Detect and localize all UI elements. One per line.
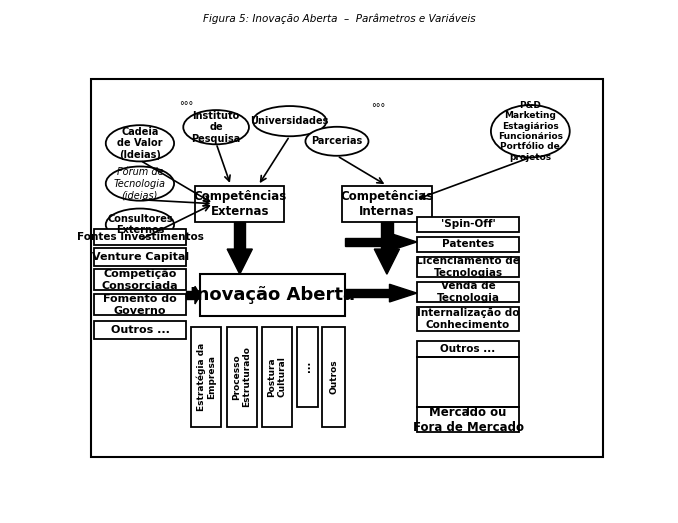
- Text: Outros: Outros: [329, 359, 338, 394]
- Text: °°°: °°°: [371, 103, 385, 113]
- Text: °°°: °°°: [179, 101, 193, 111]
- Text: P&D
Marketing
Estagiários
Funcionários
Portfólio de
projetos: P&D Marketing Estagiários Funcionários P…: [498, 101, 563, 162]
- Text: Fomento do
Governo: Fomento do Governo: [103, 294, 177, 315]
- FancyBboxPatch shape: [195, 186, 285, 222]
- Bar: [186, 291, 195, 299]
- Bar: [345, 289, 389, 297]
- Text: Inovação Aberta: Inovação Aberta: [190, 286, 355, 304]
- Text: Internalização do
Conhecimento: Internalização do Conhecimento: [417, 309, 519, 330]
- FancyBboxPatch shape: [226, 326, 256, 427]
- FancyBboxPatch shape: [94, 294, 186, 315]
- Text: Consultores
Externos: Consultores Externos: [107, 214, 173, 235]
- Text: Fontes Investimentos: Fontes Investimentos: [77, 232, 203, 242]
- Text: Postura
Cultural: Postura Cultural: [267, 357, 287, 397]
- Bar: [345, 238, 389, 246]
- Ellipse shape: [106, 166, 174, 201]
- Text: Cadeia
de Valor
(Ideias): Cadeia de Valor (Ideias): [117, 127, 163, 160]
- FancyBboxPatch shape: [417, 217, 519, 232]
- FancyBboxPatch shape: [322, 326, 345, 427]
- Polygon shape: [389, 285, 417, 302]
- Polygon shape: [389, 233, 417, 251]
- Polygon shape: [195, 286, 201, 304]
- Text: Licenciamento de
Tecnologias: Licenciamento de Tecnologias: [416, 256, 520, 278]
- FancyBboxPatch shape: [94, 321, 186, 339]
- Text: Outros ...: Outros ...: [441, 344, 496, 354]
- Ellipse shape: [106, 125, 174, 162]
- Text: Fórum de
Tecnologia
(ideias): Fórum de Tecnologia (ideias): [114, 167, 166, 200]
- Polygon shape: [374, 249, 399, 274]
- FancyBboxPatch shape: [417, 237, 519, 252]
- Ellipse shape: [253, 106, 327, 137]
- Text: Universidades: Universidades: [250, 116, 329, 126]
- Text: Patentes: Patentes: [442, 240, 494, 249]
- Text: Venture Capital: Venture Capital: [92, 252, 188, 262]
- Ellipse shape: [183, 110, 249, 144]
- Bar: [234, 222, 245, 249]
- Text: Processo
Estruturado: Processo Estruturado: [232, 346, 252, 407]
- FancyBboxPatch shape: [91, 79, 603, 458]
- Text: ...: ...: [302, 361, 312, 372]
- FancyBboxPatch shape: [417, 282, 519, 302]
- FancyBboxPatch shape: [201, 274, 345, 316]
- Text: Competências
Internas: Competências Internas: [340, 190, 433, 218]
- FancyBboxPatch shape: [417, 307, 519, 332]
- Text: 'Spin-Off': 'Spin-Off': [441, 219, 496, 229]
- FancyBboxPatch shape: [94, 230, 186, 245]
- Text: Figura 5: Inovação Aberta  –  Parâmetros e Variáveis: Figura 5: Inovação Aberta – Parâmetros e…: [203, 13, 475, 24]
- Text: Outros ...: Outros ...: [111, 325, 170, 335]
- FancyBboxPatch shape: [417, 257, 519, 277]
- Text: Parcerias: Parcerias: [311, 137, 363, 146]
- FancyBboxPatch shape: [94, 248, 186, 266]
- Text: Instituto
de
Pesquisa: Instituto de Pesquisa: [191, 110, 241, 144]
- Text: Venda de
Tecnologia: Venda de Tecnologia: [437, 281, 500, 303]
- FancyBboxPatch shape: [417, 342, 519, 357]
- Ellipse shape: [305, 127, 369, 156]
- Text: Competências
Externas: Competências Externas: [193, 190, 286, 218]
- FancyBboxPatch shape: [342, 186, 432, 222]
- FancyBboxPatch shape: [417, 407, 519, 433]
- Text: Competição
Consorciada: Competição Consorciada: [102, 269, 178, 291]
- FancyBboxPatch shape: [94, 269, 186, 290]
- Bar: [381, 222, 393, 249]
- Ellipse shape: [106, 209, 174, 241]
- FancyBboxPatch shape: [191, 326, 221, 427]
- FancyBboxPatch shape: [262, 326, 292, 427]
- Polygon shape: [227, 249, 252, 274]
- FancyBboxPatch shape: [296, 326, 317, 407]
- Ellipse shape: [491, 105, 570, 157]
- Text: Mercado ou
Fora de Mercado: Mercado ou Fora de Mercado: [413, 406, 523, 434]
- Text: Estratégia da
Empresa: Estratégia da Empresa: [197, 343, 216, 411]
